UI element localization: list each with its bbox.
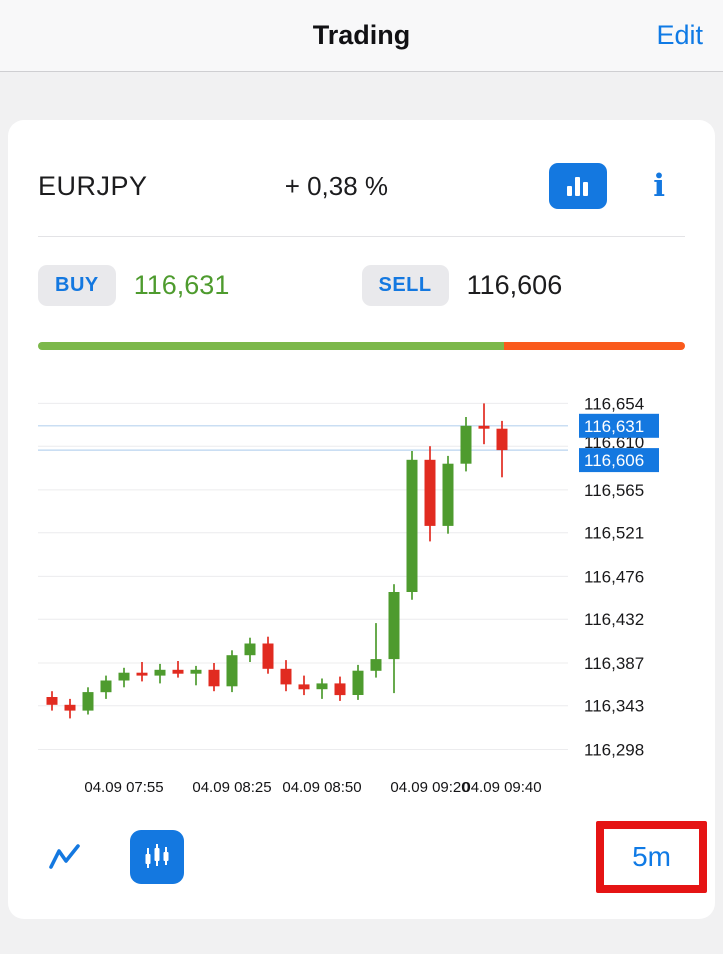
x-axis-label: 04.09 09:20: [390, 779, 470, 796]
svg-text:116,631: 116,631: [584, 417, 644, 436]
edit-button[interactable]: Edit: [652, 0, 707, 71]
info-button[interactable]: i: [647, 167, 671, 204]
sentiment-buy-segment: [38, 342, 504, 350]
instrument-header: EURJPY + 0,38 % i: [38, 160, 685, 212]
svg-text:116,610: 116,610: [584, 433, 644, 452]
svg-text:116,654: 116,654: [584, 394, 644, 413]
chart-type-button[interactable]: [549, 163, 608, 209]
svg-text:116,432: 116,432: [584, 610, 644, 629]
timeframe-button[interactable]: 5m: [632, 841, 671, 872]
candlestick-chart-button[interactable]: [130, 830, 184, 884]
timeframe-highlight-box: 5m: [596, 821, 707, 893]
svg-text:116,298: 116,298: [584, 741, 644, 760]
line-chart-icon: [49, 844, 80, 869]
svg-text:116,521: 116,521: [584, 524, 644, 543]
buy-button[interactable]: BUY: [38, 265, 116, 306]
svg-text:116,343: 116,343: [584, 697, 644, 716]
buy-quote: BUY 116,631: [38, 265, 362, 306]
header-actions: i: [549, 163, 671, 209]
sentiment-sell-segment: [503, 342, 685, 350]
quotes-row: BUY 116,631 SELL 116,606: [38, 265, 685, 306]
svg-text:116,387: 116,387: [584, 654, 644, 673]
candlestick-icon: [145, 844, 169, 868]
x-axis-label: 04.09 08:50: [282, 779, 362, 796]
candlestick-chart-svg: 116,654 116,610 116,565 116,521 116,476 116,4…: [38, 394, 659, 760]
candlestick-chart[interactable]: 116,654 116,610 116,565 116,521 116,476 116,4…: [38, 382, 685, 767]
info-icon: i: [653, 167, 665, 204]
x-axis-labels: 04.09 07:55 04.09 08:25 04.09 08:50 04.09 0…: [38, 773, 685, 807]
buy-price: 116,631: [133, 270, 230, 300]
chart-toolbar: 5m: [38, 821, 707, 893]
line-chart-button[interactable]: [44, 839, 86, 875]
instrument-symbol: EURJPY: [38, 170, 148, 201]
page-title: Trading: [312, 20, 411, 50]
instrument-card: EURJPY + 0,38 % i BUY 116,631: [8, 120, 715, 919]
sentiment-bar: [38, 342, 685, 350]
sell-button[interactable]: SELL: [361, 265, 449, 306]
sell-quote: SELL 116,606: [361, 265, 686, 306]
bar-chart-icon: [567, 177, 589, 196]
nav-bar: Trading Edit: [0, 0, 723, 72]
sell-price: 116,606: [466, 270, 563, 300]
x-axis-label: 04.09 09:40: [462, 779, 542, 796]
divider: [38, 236, 685, 237]
svg-text:116,476: 116,476: [584, 567, 644, 586]
change-percent: + 0,38 %: [284, 170, 389, 201]
svg-text:116,565: 116,565: [584, 481, 644, 500]
svg-text:116,606: 116,606: [584, 451, 644, 470]
x-axis-label: 04.09 07:55: [84, 779, 164, 796]
x-axis-label: 04.09 08:25: [192, 779, 272, 796]
price-chart[interactable]: 116,654 116,610 116,565 116,521 116,476 116,4…: [38, 382, 685, 807]
